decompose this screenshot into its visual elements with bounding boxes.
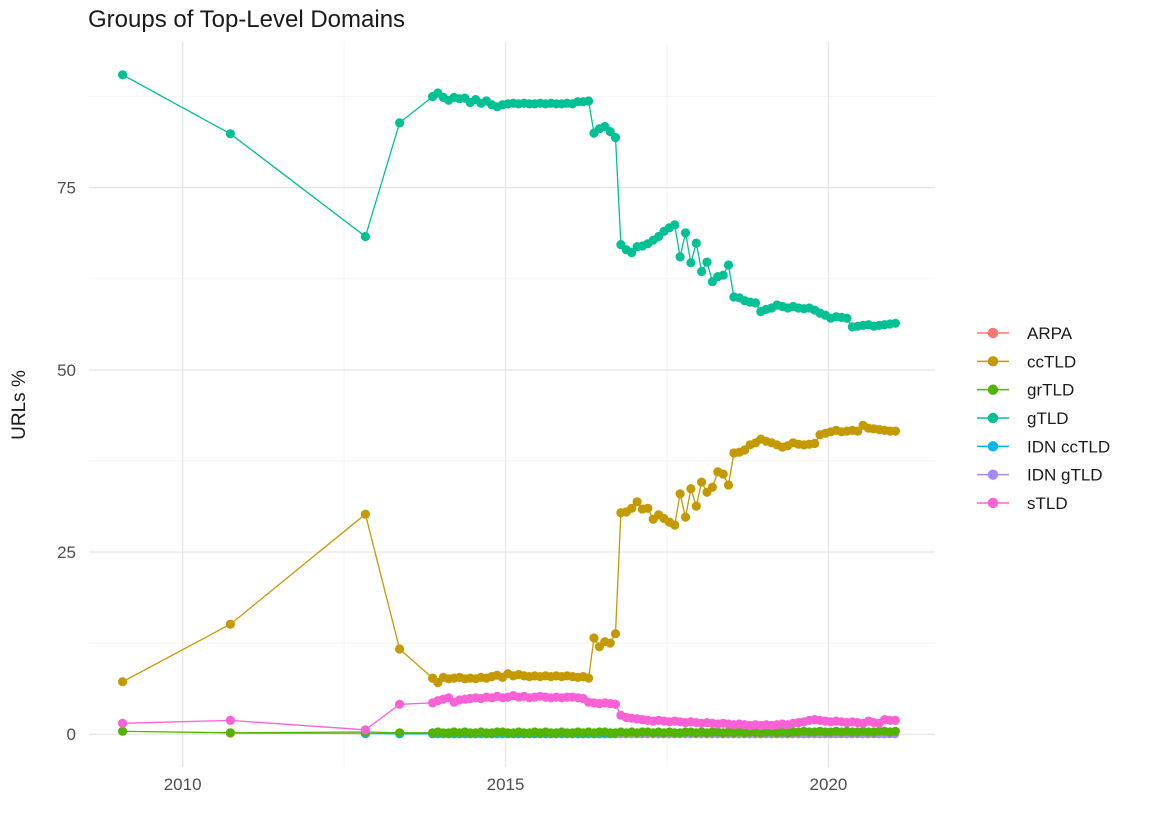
legend-item-label: gTLD (1027, 409, 1069, 428)
data-point (670, 520, 680, 530)
legend-key-dot (987, 469, 999, 480)
y-tick-label: 50 (57, 361, 76, 380)
series-line (122, 74, 896, 328)
data-point (118, 726, 128, 736)
y-tick-label: 0 (67, 725, 76, 744)
data-point (395, 644, 405, 654)
data-point (118, 70, 128, 80)
data-point (718, 270, 728, 280)
x-tick-label: 2015 (487, 775, 525, 794)
data-point (890, 726, 901, 736)
data-point (702, 257, 712, 267)
legend-item-label: grTLD (1027, 381, 1074, 400)
data-point (395, 699, 405, 709)
data-point (584, 673, 594, 683)
y-tick-label: 75 (57, 179, 76, 198)
data-point (723, 260, 734, 270)
series-ccTLD (118, 420, 901, 688)
data-point (697, 266, 707, 277)
y-axis-title: URLs % (9, 370, 30, 440)
data-point (890, 318, 901, 328)
data-point (225, 129, 235, 139)
series-grTLD (118, 726, 901, 738)
legend-key-dot (987, 356, 999, 367)
data-point (675, 489, 685, 499)
x-tick-label: 2010 (164, 775, 202, 794)
data-point (627, 503, 637, 513)
data-point (718, 469, 728, 479)
data-point (610, 699, 621, 709)
data-point (707, 482, 718, 492)
legend-item-IDN-ccTLD: IDN ccTLD (977, 437, 1110, 456)
data-point (225, 619, 235, 629)
data-point (395, 728, 405, 738)
data-point (680, 512, 691, 522)
data-point (605, 127, 615, 137)
legend-item-grTLD: grTLD (977, 381, 1074, 400)
data-point (890, 426, 901, 436)
legend-item-label: sTLD (1027, 494, 1068, 513)
legend-item-label: ARPA (1027, 324, 1073, 343)
series-sTLD (118, 691, 901, 735)
data-point (360, 509, 370, 519)
data-point (627, 248, 637, 258)
legend-key-dot (987, 384, 999, 395)
data-point (686, 258, 696, 268)
legend-item-ARPA: ARPA (977, 324, 1073, 343)
series-gTLD (118, 70, 901, 332)
data-point (750, 298, 761, 308)
data-point (360, 725, 370, 735)
legend-key-dot (987, 412, 999, 424)
data-point (697, 477, 707, 487)
series-line (122, 424, 896, 684)
data-point (842, 313, 852, 323)
data-point (605, 638, 615, 648)
legend: ARPA ccTLD grTLD gTLD IDN ccTLD IDN gTLD sTLD (977, 324, 1110, 513)
data-point (723, 480, 734, 490)
legend-key-dot (987, 327, 999, 339)
data-point (890, 715, 901, 726)
data-point (810, 438, 820, 449)
data-point (675, 252, 685, 262)
data-point (584, 96, 594, 106)
data-point (610, 132, 621, 143)
data-point (853, 426, 863, 436)
legend-item-label: IDN ccTLD (1027, 437, 1110, 456)
legend-item-label: IDN gTLD (1027, 466, 1103, 485)
data-point (680, 228, 691, 238)
data-point (589, 633, 599, 643)
data-point (610, 629, 621, 639)
legend-item-gTLD: gTLD (977, 409, 1069, 428)
data-point (686, 484, 696, 494)
data-point (643, 503, 653, 513)
data-point (395, 118, 405, 128)
chart-title: Groups of Top-Level Domains (88, 6, 405, 33)
data-point (691, 501, 701, 511)
legend-item-sTLD: sTLD (977, 494, 1068, 513)
data-point (632, 497, 642, 507)
data-point (360, 231, 370, 242)
data-series (118, 70, 901, 739)
legend-item-ccTLD: ccTLD (977, 352, 1076, 371)
axis-tick-labels: 2010 2015 2020 0 25 50 75 (57, 179, 847, 794)
gridlines (89, 42, 935, 767)
data-point (225, 728, 235, 738)
data-point (691, 238, 701, 248)
data-point (670, 220, 680, 230)
legend-item-label: ccTLD (1027, 352, 1076, 371)
data-point (118, 677, 128, 687)
legend-key-dot (987, 441, 999, 452)
data-point (225, 715, 235, 726)
y-tick-label: 25 (57, 543, 76, 562)
legend-item-IDN-gTLD: IDN gTLD (977, 466, 1103, 485)
data-point (118, 718, 128, 728)
legend-key-dot (987, 497, 999, 509)
x-tick-label: 2020 (810, 775, 848, 794)
